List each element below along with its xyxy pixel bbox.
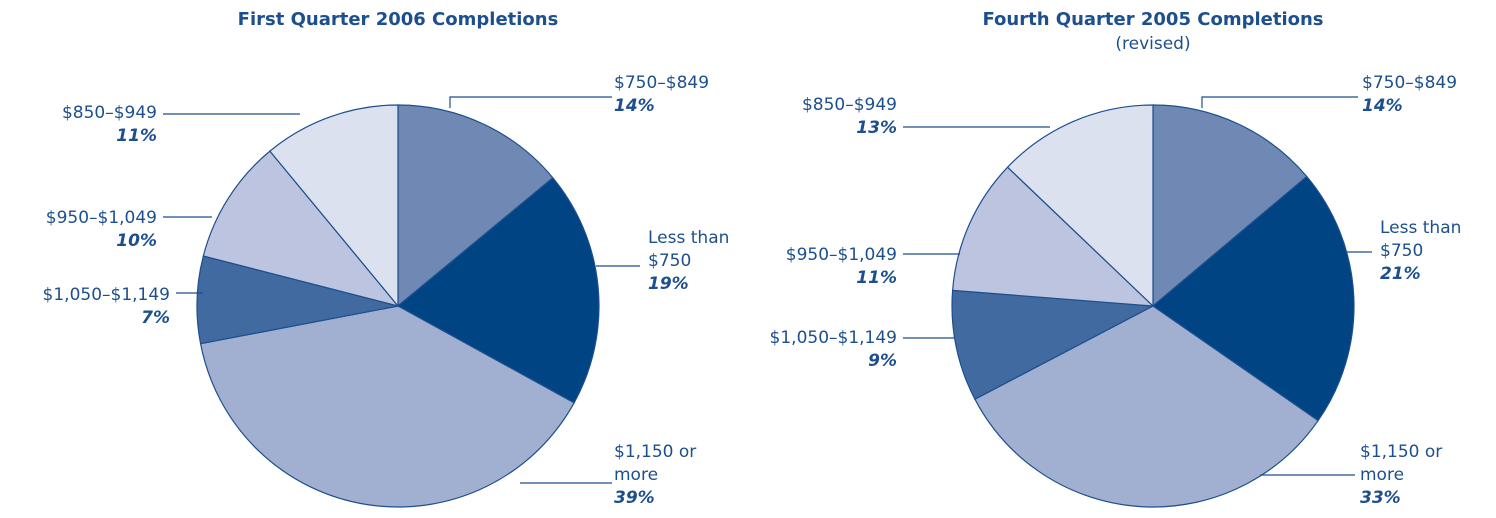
slice-label: $1,150 or more 33% [1360,441,1460,510]
value-label: 7% [141,308,170,328]
value-label: 11% [116,126,157,146]
slice-label: Less than $750 21% [1380,217,1480,286]
slice-label: $950–$1,049 10% [46,207,157,253]
pie-slice [199,305,575,508]
chart-title: Fourth Quarter 2005 Completions [982,9,1324,30]
category-label: $1,050–$1,149 [769,328,897,348]
value-label: 13% [856,118,897,138]
category-label: Less than $750 [1380,218,1462,261]
pie-slice [397,104,554,308]
category-label: Less than $750 [648,228,730,271]
pie-slice [951,289,1156,401]
chart-title: First Quarter 2006 Completions [237,9,559,30]
slice-label: Less than $750 19% [648,227,748,296]
pie-slice [1152,104,1308,308]
slice-label: $850–$949 11% [62,102,157,148]
value-label: 21% [1380,264,1421,284]
slice-label: $1,150 or more 39% [614,441,714,510]
slice-label: $950–$1,049 11% [786,244,897,290]
slice-label: $1,050–$1,149 9% [770,327,897,373]
slice-label: $1,050–$1,149 7% [43,284,170,330]
pie-slice [974,305,1319,508]
category-label: $1,150 or more [1360,442,1443,485]
pie-slice [1006,104,1154,308]
value-label: 9% [868,351,897,371]
value-label: 39% [614,488,655,508]
pie-slice [951,166,1155,307]
leader-line [1201,96,1358,108]
slice-label: $750–$849 14% [614,72,709,118]
category-label: $750–$849 [1362,73,1458,93]
chart-subtitle: (revised) [1115,34,1191,54]
category-label: $750–$849 [614,73,710,93]
category-label: $850–$949 [801,95,897,115]
pie-slice [202,150,400,308]
value-label: 33% [1360,488,1401,508]
pie-slice [396,177,600,404]
pie-slice [269,104,399,308]
value-label: 11% [856,268,897,288]
category-label: $1,050–$1,149 [42,285,170,305]
value-label: 19% [648,274,689,294]
category-label: $950–$1,049 [45,208,157,228]
category-label: $1,150 or more [614,442,697,485]
value-label: 14% [1362,96,1403,116]
value-label: 14% [614,96,655,116]
slice-label: $850–$949 13% [802,94,897,140]
category-label: $950–$1,049 [785,245,897,265]
leader-line [449,96,612,108]
category-label: $850–$949 [61,103,157,123]
slice-label: $750–$849 14% [1362,72,1457,118]
value-label: 10% [116,231,157,251]
pie-slice [1152,175,1355,422]
